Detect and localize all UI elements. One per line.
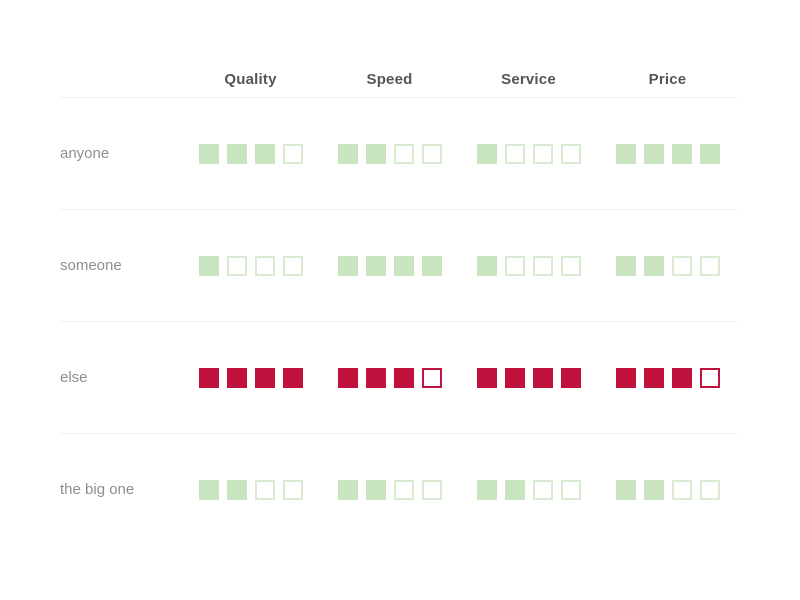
rating-cell (320, 479, 459, 500)
rating-square-filled (337, 143, 358, 164)
rating-square-empty (532, 479, 553, 500)
rating-square-filled (337, 367, 358, 388)
rating-cell (598, 367, 737, 388)
rating-cell (181, 255, 320, 276)
rating-square-empty (254, 479, 275, 500)
row-label: someone (60, 257, 122, 274)
rating-square-filled (337, 479, 358, 500)
row-label: anyone (60, 145, 110, 162)
rating-cell (320, 255, 459, 276)
rating-cell (181, 367, 320, 388)
rating-square-filled (643, 143, 664, 164)
table-header: Quality Speed Service Price (60, 59, 737, 98)
rating-square-empty (560, 479, 581, 500)
rating-square-filled (254, 143, 275, 164)
rating-square-filled (226, 367, 247, 388)
rating-square-empty (254, 255, 275, 276)
rating-square-empty (532, 143, 553, 164)
rating-cell (181, 479, 320, 500)
rating-square-empty (282, 479, 303, 500)
rating-cell (598, 255, 737, 276)
rating-square-filled (393, 255, 414, 276)
column-header-quality: Quality (224, 71, 277, 88)
rating-square-empty (421, 367, 442, 388)
rating-square-filled (198, 479, 219, 500)
rating-square-empty (393, 479, 414, 500)
rating-square-empty (282, 143, 303, 164)
rating-square-filled (615, 367, 636, 388)
rating-square-filled (532, 367, 553, 388)
rating-cell (320, 143, 459, 164)
rating-square-filled (671, 143, 692, 164)
rating-square-filled (476, 367, 497, 388)
rating-square-filled (643, 367, 664, 388)
rating-square-empty (560, 255, 581, 276)
rating-square-filled (476, 255, 497, 276)
rating-square-empty (699, 367, 720, 388)
rating-square-filled (615, 255, 636, 276)
rating-square-empty (699, 255, 720, 276)
table-row-else: else (60, 322, 737, 434)
rating-square-filled (226, 479, 247, 500)
rating-square-filled (504, 367, 525, 388)
rating-square-filled (504, 479, 525, 500)
rating-cell (459, 143, 598, 164)
rating-square-empty (671, 255, 692, 276)
rating-square-empty (560, 143, 581, 164)
rating-square-empty (532, 255, 553, 276)
rating-square-filled (365, 255, 386, 276)
rating-square-filled (615, 479, 636, 500)
rating-cell (320, 367, 459, 388)
rating-square-filled (226, 143, 247, 164)
rating-square-empty (282, 255, 303, 276)
rating-square-filled (282, 367, 303, 388)
column-header-service: Service (501, 71, 556, 88)
rating-cell (598, 479, 737, 500)
comparison-table: Quality Speed Service Price anyone someo… (60, 59, 737, 545)
rating-square-filled (476, 479, 497, 500)
rating-square-filled (421, 255, 442, 276)
table-row-anyone: anyone (60, 98, 737, 210)
rating-square-filled (643, 255, 664, 276)
rating-square-filled (198, 255, 219, 276)
rating-cell (598, 143, 737, 164)
row-label: the big one (60, 481, 135, 498)
rating-square-filled (560, 367, 581, 388)
rating-square-empty (421, 143, 442, 164)
rating-cell (459, 479, 598, 500)
rating-square-filled (671, 367, 692, 388)
rating-cell (459, 255, 598, 276)
column-header-speed: Speed (366, 71, 413, 88)
rating-square-empty (699, 479, 720, 500)
rating-square-filled (365, 143, 386, 164)
row-label: else (60, 369, 88, 386)
rating-square-empty (671, 479, 692, 500)
rating-square-empty (226, 255, 247, 276)
rating-square-filled (699, 143, 720, 164)
rating-cell (459, 367, 598, 388)
rating-square-filled (198, 143, 219, 164)
rating-square-empty (504, 255, 525, 276)
rating-square-empty (504, 143, 525, 164)
rating-square-filled (393, 367, 414, 388)
rating-square-filled (365, 367, 386, 388)
rating-square-filled (254, 367, 275, 388)
rating-square-filled (365, 479, 386, 500)
table-row-the-big-one: the big one (60, 434, 737, 545)
rating-square-empty (421, 479, 442, 500)
rating-cell (181, 143, 320, 164)
rating-square-filled (615, 143, 636, 164)
column-header-price: Price (648, 71, 687, 88)
table-row-someone: someone (60, 210, 737, 322)
rating-square-empty (393, 143, 414, 164)
rating-square-filled (476, 143, 497, 164)
rating-square-filled (643, 479, 664, 500)
rating-square-filled (337, 255, 358, 276)
rating-square-filled (198, 367, 219, 388)
